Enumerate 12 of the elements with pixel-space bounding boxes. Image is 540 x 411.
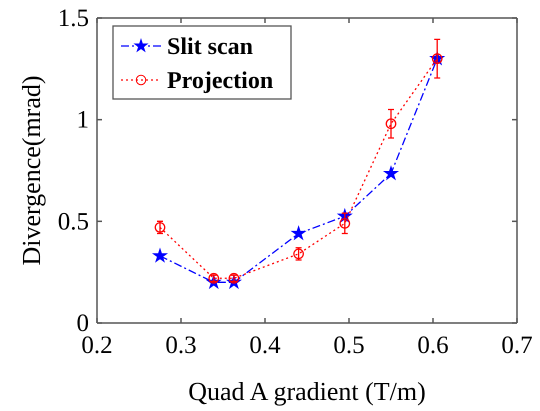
x-tick-label: 0.6 <box>417 332 449 359</box>
x-tick-label: 0.5 <box>333 332 365 359</box>
y-tick-label: 1 <box>76 106 89 134</box>
x-tick-label: 0.7 <box>501 332 533 359</box>
legend-label: Slit scan <box>167 34 254 60</box>
y-tick-label: 1.5 <box>58 5 89 32</box>
x-axis-title: Quad A gradient (T/m) <box>188 377 426 406</box>
x-tick-label: 0.3 <box>165 332 197 359</box>
y-axis-title: Divergence(mrad) <box>17 75 46 266</box>
legend-label: Projection <box>167 68 274 94</box>
x-tick-label: 0.4 <box>249 332 282 359</box>
y-tick-label: 0.5 <box>58 208 89 236</box>
